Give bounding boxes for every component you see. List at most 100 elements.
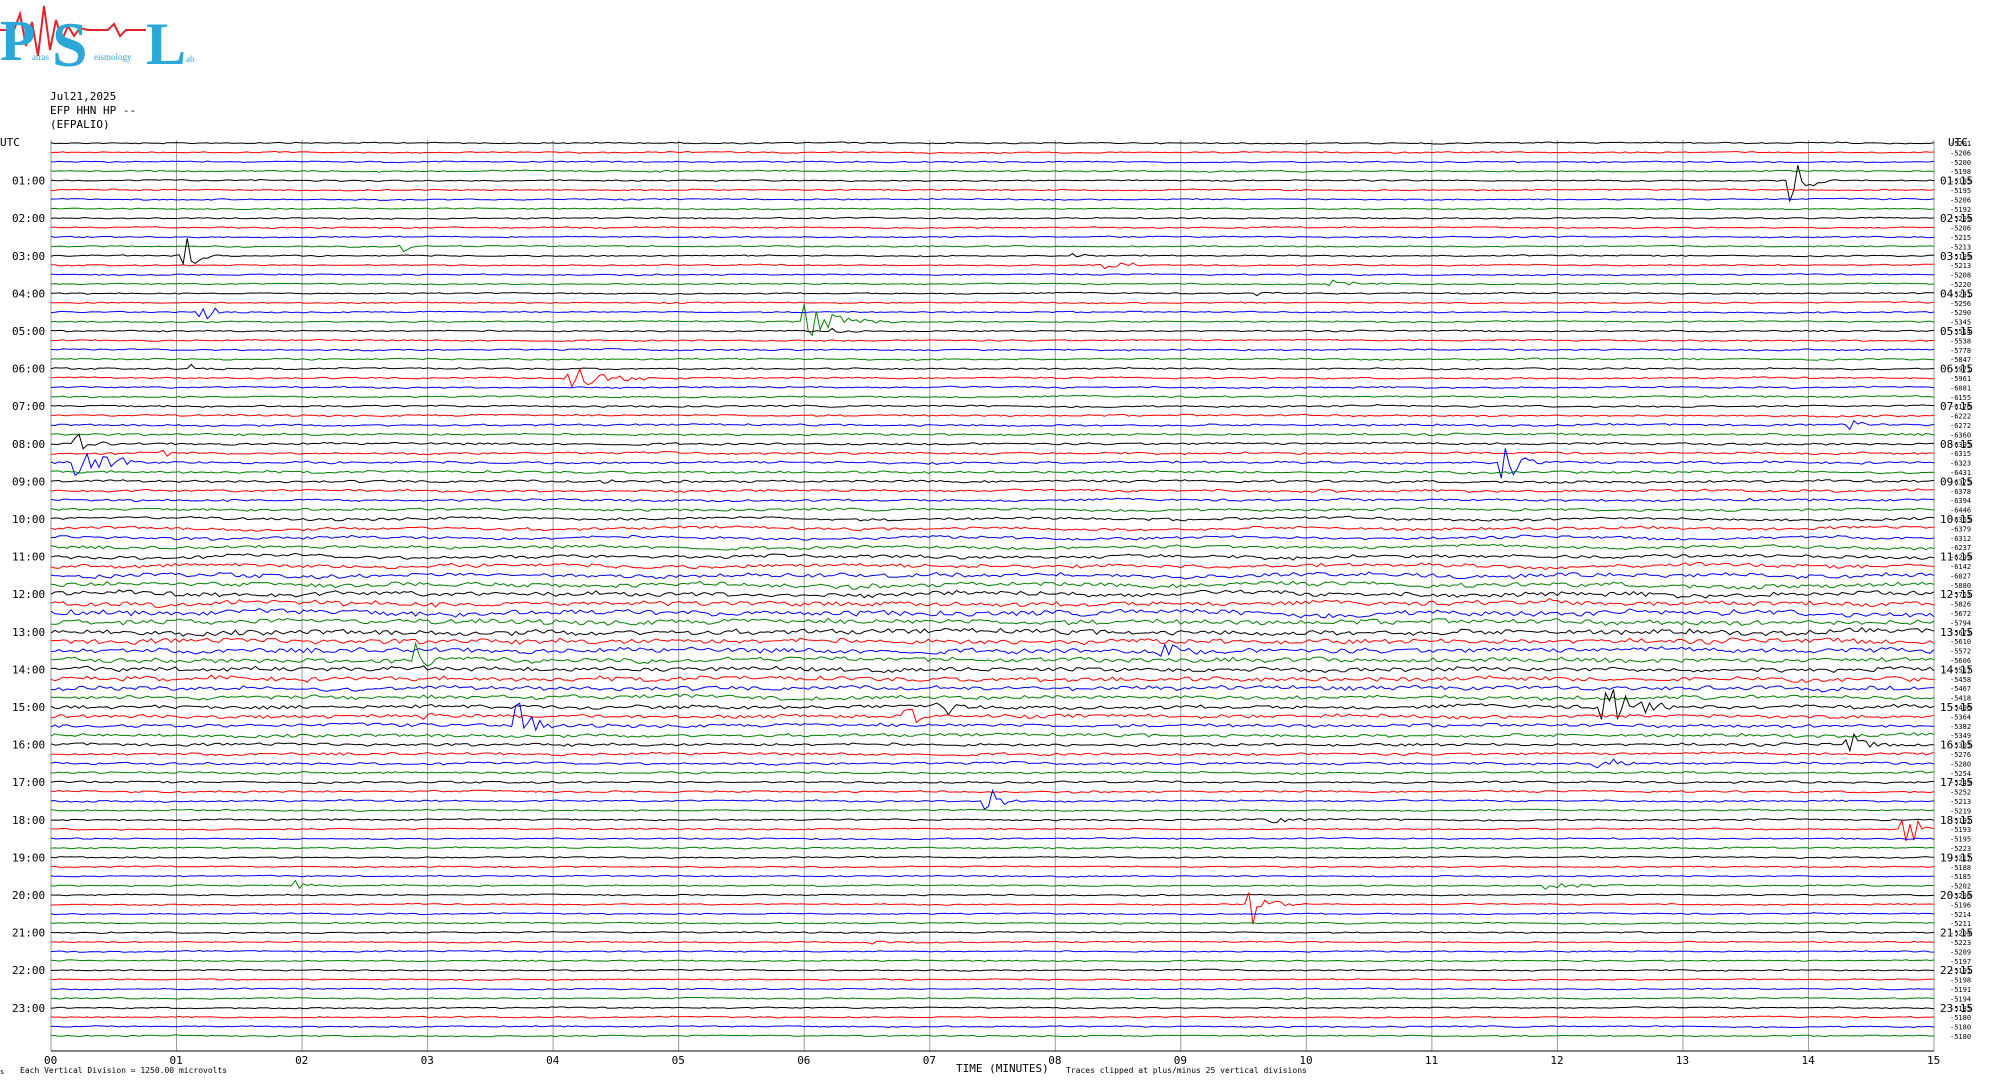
trace-row <box>50 817 1935 824</box>
x-tick-label: 15 <box>1927 1054 1940 1067</box>
seismic-traces <box>50 141 1935 1038</box>
x-tick-label: 03 <box>421 1054 434 1067</box>
row-offset-label: -5514 <box>1950 328 1971 336</box>
row-offset-label: -5195 <box>1950 836 1971 844</box>
trace-row <box>50 301 1935 305</box>
right-hour-label: 21:15 <box>1940 927 1973 940</box>
trace-row <box>50 244 1935 253</box>
row-offset-label: -5276 <box>1950 751 1971 759</box>
trace-row <box>50 779 1935 785</box>
row-offset-label: -6378 <box>1950 488 1971 496</box>
right-hour-label: 11:15 <box>1940 551 1973 564</box>
row-offset-label: -6142 <box>1950 563 1971 571</box>
trace-row <box>50 304 1935 337</box>
row-offset-label: -5252 <box>1950 789 1971 797</box>
row-offset-label: -5517 <box>1950 666 1971 674</box>
right-hour-label: 15:15 <box>1940 701 1973 714</box>
row-offset-label: -5538 <box>1950 337 1971 345</box>
row-offset-label: -5180 <box>1950 1024 1971 1032</box>
left-hour-label: 21:00 <box>12 927 45 940</box>
row-offset-label: -6431 <box>1950 469 1971 477</box>
trace-row <box>50 758 1935 769</box>
trace-row <box>50 865 1935 869</box>
row-offset-label: -6365 <box>1950 516 1971 524</box>
trace-row <box>50 385 1935 389</box>
trace-row <box>50 506 1935 513</box>
left-hour-label: 03:00 <box>12 250 45 263</box>
logo-letter-s: S <box>52 9 88 72</box>
footer-clip-note: Traces clipped at plus/minus 25 vertical… <box>1066 1066 1307 1075</box>
left-axis-title: UTC <box>0 136 20 149</box>
trace-row <box>50 987 1935 991</box>
right-hour-label: 13:15 <box>1940 626 1973 639</box>
row-offset-label: -5826 <box>1950 601 1971 609</box>
row-offset-label: -5673 <box>1950 629 1971 637</box>
trace-row <box>50 921 1935 925</box>
row-offset-label: -5206 <box>1950 149 1971 157</box>
left-hour-label: 05:00 <box>12 325 45 338</box>
row-offset-label: -5763 <box>1950 591 1971 599</box>
trace-row <box>50 235 1935 239</box>
x-tick-label: 05 <box>672 1054 685 1067</box>
row-offset-label: -6446 <box>1950 507 1971 515</box>
left-hour-label: 06:00 <box>12 363 45 376</box>
row-offset-label: -5349 <box>1950 732 1971 740</box>
logo-word-2: eismology <box>94 52 132 62</box>
row-offset-label: -5223 <box>1950 845 1971 853</box>
left-hour-label: 18:00 <box>12 814 45 827</box>
x-tick-label: 08 <box>1048 1054 1061 1067</box>
row-offset-label: -5185 <box>1950 178 1971 186</box>
trace-row <box>50 394 1935 399</box>
trace-row <box>50 598 1935 609</box>
trace-row <box>50 169 1935 173</box>
row-offset-label: -5794 <box>1950 619 1971 627</box>
left-hour-label: 08:00 <box>12 438 45 451</box>
row-offset-label: -5345 <box>1950 319 1971 327</box>
right-hour-label: 14:15 <box>1940 663 1973 676</box>
trace-row <box>50 708 1935 724</box>
left-hour-label: 17:00 <box>12 776 45 789</box>
row-offset-label: -5188 <box>1950 864 1971 872</box>
x-tick-label: 12 <box>1550 1054 1563 1067</box>
trace-row <box>50 307 1935 320</box>
row-offset-label: -6323 <box>1950 460 1971 468</box>
trace-row <box>50 525 1935 532</box>
trace-row <box>50 689 1935 721</box>
trace-row <box>50 959 1935 963</box>
right-hour-label: 12:15 <box>1940 588 1973 601</box>
trace-row <box>50 327 1935 333</box>
row-offset-label: -5847 <box>1950 356 1971 364</box>
trace-row <box>50 949 1935 953</box>
row-offset-label: -5217 <box>1950 854 1971 862</box>
row-offset-label: -5211 <box>1950 920 1971 928</box>
trace-row <box>50 808 1935 812</box>
row-offset-label: -5202 <box>1950 883 1971 891</box>
row-offset-label: -5191 <box>1950 986 1971 994</box>
row-offset-label: -5196 <box>1950 901 1971 909</box>
trace-row <box>50 363 1935 371</box>
row-offset-label: -5194 <box>1950 995 1971 1003</box>
logo-word-3: ab <box>186 54 195 64</box>
row-offset-label: -5195 <box>1950 187 1971 195</box>
trace-row <box>50 150 1935 154</box>
row-offset-label: -5198 <box>1950 168 1971 176</box>
row-offset-label: -5406 <box>1950 704 1971 712</box>
trace-row <box>50 637 1935 646</box>
axis-labels: 00 01 02 03 04 05 06 07 08 09 10 11 12 13 14 15 01:00 02:… <box>12 140 1973 1067</box>
trace-row <box>50 413 1935 418</box>
right-hour-label: 03:15 <box>1940 250 1973 263</box>
x-tick-label: 07 <box>923 1054 936 1067</box>
row-offset-label: -5213 <box>1950 798 1971 806</box>
footer-scale-note: Each Vertical Division = 1250.00 microvo… <box>20 1066 227 1075</box>
trace-row <box>50 608 1935 619</box>
row-offset-label: -6315 <box>1950 450 1971 458</box>
row-offset-label: -5254 <box>1950 770 1971 778</box>
right-hour-label: 06:15 <box>1940 363 1973 376</box>
x-tick-label: 09 <box>1174 1054 1187 1067</box>
trace-row <box>50 893 1935 897</box>
trace-row <box>50 874 1935 878</box>
right-hour-label: 10:15 <box>1940 513 1973 526</box>
trace-row <box>50 279 1935 287</box>
row-offset-label: -5180 <box>1950 1014 1971 1022</box>
row-offset-label: -5249 <box>1950 779 1971 787</box>
